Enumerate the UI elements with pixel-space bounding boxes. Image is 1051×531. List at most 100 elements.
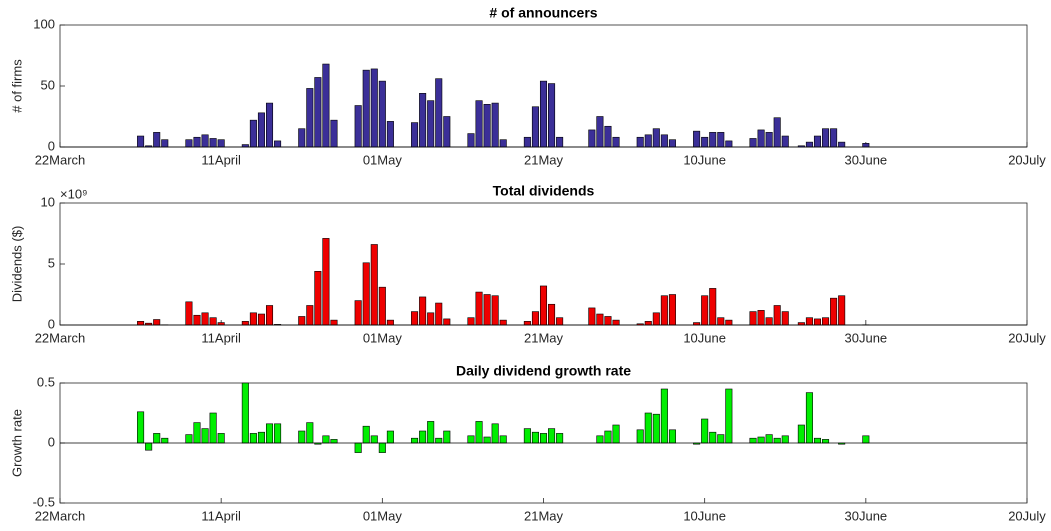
bar — [330, 119, 338, 148]
bar — [838, 141, 846, 148]
bar — [435, 437, 443, 444]
y-tick-label: 0 — [48, 434, 55, 449]
bar — [362, 262, 370, 326]
bar — [805, 141, 813, 148]
bar — [539, 433, 548, 444]
bar — [548, 303, 556, 326]
bar — [491, 423, 499, 444]
bar — [822, 128, 830, 148]
bar — [709, 288, 717, 326]
bar — [257, 313, 265, 326]
bar — [378, 80, 386, 148]
bar — [306, 422, 314, 444]
bar — [644, 321, 652, 326]
bar — [411, 437, 419, 444]
bar — [475, 291, 483, 326]
bar — [781, 311, 789, 326]
x-tick-label: 20July — [1008, 508, 1046, 523]
y-axis-label: # of firms — [9, 59, 24, 113]
bar — [813, 135, 822, 148]
x-tick-label: 22March — [35, 508, 86, 523]
chart-title: # of announcers — [489, 5, 597, 21]
bar — [161, 437, 169, 444]
bar — [757, 436, 765, 444]
bar — [298, 128, 306, 148]
bar — [322, 63, 330, 148]
bar — [217, 139, 225, 148]
bar — [137, 411, 145, 444]
bar — [491, 295, 499, 326]
bar — [596, 116, 604, 148]
bar — [531, 431, 539, 444]
x-tick-label: 30June — [845, 152, 888, 167]
bar — [539, 80, 548, 148]
bar — [274, 423, 282, 444]
bar — [241, 321, 249, 326]
x-tick-label: 11April — [201, 330, 241, 345]
bar — [306, 88, 314, 148]
x-tick-label: 20July — [1008, 152, 1046, 167]
bar — [185, 434, 193, 444]
bar — [652, 413, 660, 444]
bar — [588, 307, 596, 326]
bar — [660, 295, 668, 326]
bar — [781, 435, 789, 444]
bar — [644, 412, 652, 444]
bar — [443, 318, 451, 326]
bar — [427, 312, 435, 326]
bar — [330, 319, 338, 326]
bar — [153, 319, 161, 326]
bar — [773, 305, 781, 326]
x-tick-label: 11April — [201, 152, 241, 167]
bar — [556, 317, 564, 326]
bar — [419, 93, 427, 148]
y-tick-label: -0.5 — [33, 494, 55, 509]
x-tick-label: 01May — [363, 330, 403, 345]
y-tick-label: 5 — [48, 255, 55, 270]
bar — [604, 430, 612, 444]
bar — [443, 430, 451, 444]
bar — [531, 106, 539, 148]
bar — [701, 295, 709, 326]
bar — [781, 135, 789, 148]
bar — [531, 311, 539, 326]
bar — [483, 436, 491, 444]
bar — [137, 321, 145, 326]
bar — [499, 319, 507, 326]
bar — [370, 244, 378, 326]
bar — [636, 429, 644, 444]
bar — [467, 317, 475, 326]
bar — [749, 138, 757, 148]
bar — [370, 68, 378, 148]
bar — [765, 132, 773, 148]
bar — [354, 300, 362, 326]
bar — [475, 421, 483, 444]
x-tick-label: 21May — [524, 152, 564, 167]
bar — [153, 433, 161, 444]
bar — [378, 286, 386, 326]
bar — [265, 305, 274, 326]
bar — [491, 102, 499, 148]
bar — [354, 105, 362, 148]
bar — [813, 437, 822, 444]
bar — [314, 271, 322, 326]
bar — [556, 433, 564, 444]
bar — [749, 311, 757, 326]
bar — [298, 316, 306, 326]
bar — [386, 121, 394, 148]
bar — [717, 132, 725, 148]
bar — [201, 312, 209, 326]
bar — [185, 139, 193, 148]
bar — [830, 297, 838, 326]
bar — [773, 437, 781, 444]
bar — [797, 424, 805, 444]
y-exponent-label: ×10⁹ — [60, 186, 88, 201]
bar — [805, 392, 813, 444]
y-tick-label: 0.5 — [37, 374, 55, 389]
bar — [822, 317, 830, 326]
x-tick-label: 30June — [845, 508, 888, 523]
bar — [813, 318, 822, 326]
bar — [660, 134, 668, 148]
x-tick-label: 21May — [524, 330, 564, 345]
bar — [725, 388, 733, 444]
